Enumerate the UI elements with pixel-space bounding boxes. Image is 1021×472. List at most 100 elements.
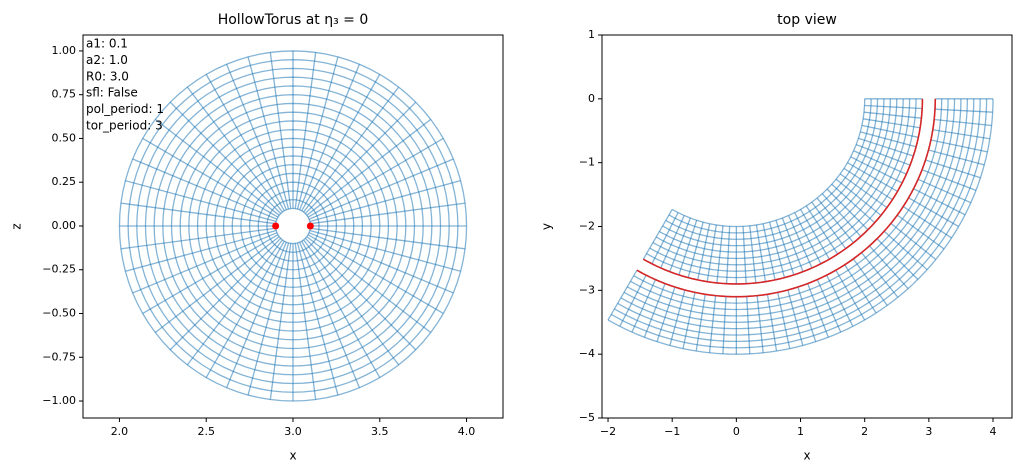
x-tick-label: 2.0 bbox=[111, 425, 129, 438]
mesh-spoke bbox=[831, 183, 876, 224]
mesh-spoke bbox=[695, 294, 706, 352]
mesh-spoke bbox=[678, 220, 698, 276]
y-tick-label: −1 bbox=[579, 156, 595, 169]
mesh-spoke bbox=[868, 245, 909, 290]
mesh-spoke bbox=[821, 193, 862, 237]
mesh-spoke bbox=[132, 158, 278, 220]
mesh-spoke bbox=[755, 224, 767, 282]
x-tick-label: 3.5 bbox=[371, 425, 389, 438]
mesh-spoke bbox=[934, 108, 993, 113]
annotation: R0: 3.0 bbox=[86, 69, 129, 83]
mesh-spoke bbox=[294, 243, 317, 400]
mesh-spoke bbox=[917, 178, 972, 204]
mesh-spoke bbox=[651, 212, 679, 265]
boundary-arc bbox=[642, 98, 924, 285]
y-tick-label: −5 bbox=[579, 411, 595, 424]
mesh-spoke bbox=[932, 129, 990, 140]
mesh-spoke bbox=[902, 206, 952, 239]
point bbox=[306, 222, 314, 230]
mesh-spoke bbox=[631, 279, 657, 333]
x-tick-label: 1 bbox=[797, 425, 804, 438]
mesh-spoke bbox=[794, 212, 822, 265]
mesh-spoke bbox=[308, 232, 454, 294]
mesh-spoke bbox=[225, 241, 287, 388]
mesh-spoke bbox=[756, 295, 764, 353]
mesh-spoke bbox=[934, 118, 992, 127]
x-tick-label: 4 bbox=[990, 425, 997, 438]
y-tick-label: 0.50 bbox=[52, 131, 77, 144]
mesh-spoke bbox=[307, 137, 444, 218]
y-tick-label: 0 bbox=[588, 92, 595, 105]
mesh-spoke bbox=[850, 156, 903, 184]
mesh-spoke bbox=[883, 230, 928, 271]
y-tick-label: −1.00 bbox=[42, 394, 76, 407]
mesh-spoke bbox=[835, 178, 882, 216]
x-tick-label: 2.5 bbox=[197, 425, 215, 438]
mesh-spoke bbox=[687, 221, 704, 278]
mesh-spoke bbox=[746, 296, 751, 354]
mesh-spoke bbox=[852, 258, 888, 306]
mesh-spoke bbox=[807, 283, 829, 338]
mesh-spoke bbox=[656, 286, 676, 342]
y-tick-label: 1.00 bbox=[52, 44, 77, 57]
mesh-spoke bbox=[697, 223, 711, 281]
mesh-spoke bbox=[296, 56, 339, 210]
mesh-spoke bbox=[839, 173, 888, 209]
mesh-spoke bbox=[855, 143, 911, 166]
mesh-spoke bbox=[269, 52, 292, 209]
y-axis-label: z bbox=[10, 223, 24, 229]
mesh-spoke bbox=[669, 289, 686, 346]
mesh-spoke bbox=[247, 242, 290, 396]
mesh-spoke bbox=[169, 237, 282, 351]
annotation: tor_period: 3 bbox=[86, 119, 163, 133]
chart-title: HollowTorus at η₃ = 0 bbox=[218, 12, 369, 28]
mesh-spoke bbox=[669, 217, 691, 272]
mesh-spoke bbox=[205, 74, 285, 212]
mesh-spoke bbox=[247, 56, 290, 210]
annotation: sfl: False bbox=[86, 86, 138, 100]
mesh-spoke bbox=[296, 242, 339, 396]
mesh-spoke bbox=[843, 167, 893, 201]
mesh-spoke bbox=[303, 86, 400, 213]
mesh-spoke bbox=[308, 158, 454, 220]
mesh-spoke bbox=[120, 227, 276, 250]
mesh-spoke bbox=[864, 104, 923, 110]
mesh-spoke bbox=[781, 217, 804, 272]
mesh-spoke bbox=[299, 64, 361, 211]
mesh-spoke bbox=[768, 221, 786, 278]
mesh-spoke bbox=[706, 224, 717, 282]
y-tick-label: 0.75 bbox=[52, 88, 77, 101]
x-axis-label: x bbox=[289, 449, 296, 463]
mesh-spoke bbox=[306, 118, 432, 216]
mesh-spoke bbox=[309, 229, 461, 272]
y-tick-label: 1 bbox=[588, 28, 595, 41]
x-tick-label: 4.0 bbox=[458, 425, 476, 438]
mesh-spoke bbox=[301, 74, 381, 212]
mesh-spoke bbox=[304, 237, 417, 351]
x-axis-label: x bbox=[803, 449, 810, 463]
y-tick-label: −0.75 bbox=[42, 350, 76, 363]
mesh-spoke bbox=[861, 124, 919, 138]
mesh-spoke bbox=[766, 294, 778, 352]
mesh-spoke bbox=[797, 286, 817, 342]
mesh-spoke bbox=[816, 197, 854, 244]
mesh-spoke bbox=[142, 234, 279, 315]
mesh-spoke bbox=[858, 137, 914, 157]
mesh-spoke bbox=[777, 292, 791, 349]
mesh-spoke bbox=[860, 131, 917, 148]
mesh-spoke bbox=[749, 225, 757, 284]
mesh-ring bbox=[607, 98, 994, 355]
mesh-spoke bbox=[169, 101, 282, 215]
mesh-spoke bbox=[310, 202, 466, 225]
mesh-spoke bbox=[682, 292, 696, 349]
mesh-spoke bbox=[725, 226, 731, 284]
mesh-spoke bbox=[299, 241, 361, 388]
y-tick-label: −2 bbox=[579, 220, 595, 233]
mesh-spoke bbox=[787, 215, 813, 269]
mesh-spoke bbox=[125, 180, 277, 223]
mesh-spoke bbox=[301, 240, 381, 378]
mesh-spoke bbox=[186, 239, 283, 366]
mesh-spoke bbox=[921, 169, 977, 191]
mesh-spoke bbox=[304, 101, 417, 215]
boundary-arc bbox=[636, 98, 937, 298]
